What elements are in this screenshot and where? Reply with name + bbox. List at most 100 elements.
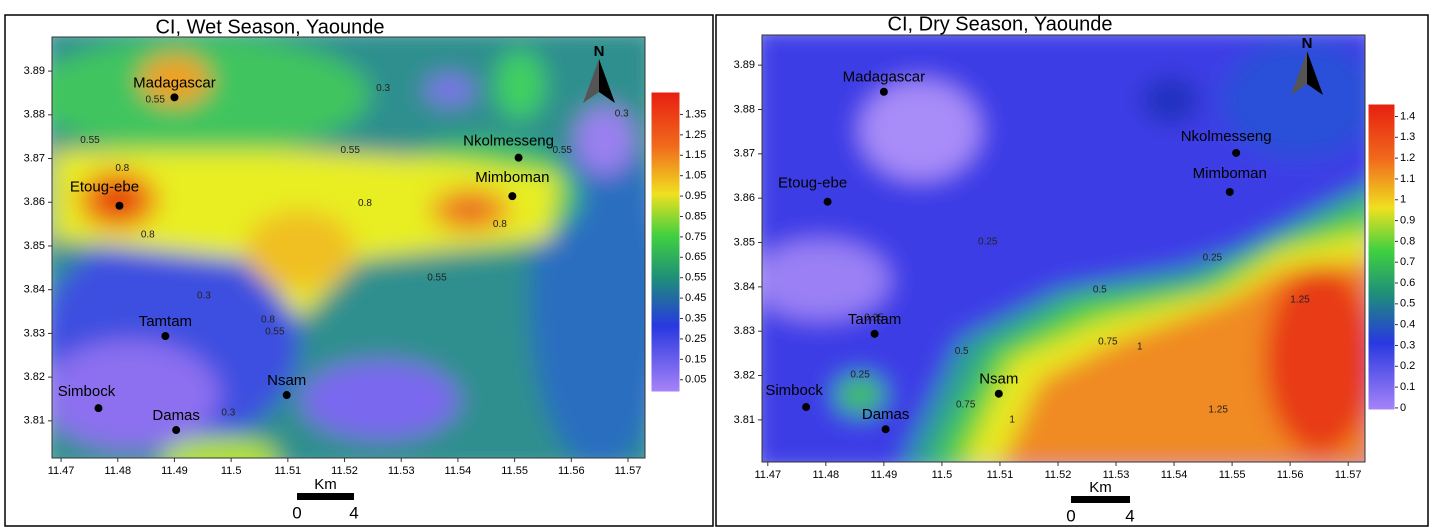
contour-label: 0.55 <box>80 135 100 146</box>
station-label: Nsam <box>267 372 306 389</box>
panel-frame <box>715 14 1429 527</box>
y-tick-label: 3.89 <box>734 59 755 71</box>
north-arrow <box>583 59 599 103</box>
colorbar-tick-label: 1.35 <box>685 108 706 120</box>
contour-field <box>762 35 1365 462</box>
y-tick-label: 3.85 <box>24 240 45 252</box>
contour-label: 0.3 <box>376 83 390 94</box>
y-tick-label: 3.88 <box>734 103 755 115</box>
x-tick-label: 11.55 <box>501 465 528 477</box>
x-tick-label: 11.53 <box>388 465 415 477</box>
north-arrow <box>599 59 615 103</box>
station-label: Simbock <box>765 382 823 399</box>
colorbar-tick-label: 0.8 <box>1400 235 1415 247</box>
scale-tick-label: 4 <box>349 503 358 522</box>
station-label: Tamtam <box>139 313 192 330</box>
y-tick-label: 3.87 <box>734 148 755 160</box>
station-marker <box>172 426 181 435</box>
station-marker <box>823 197 832 206</box>
colorbar <box>650 91 681 393</box>
station-marker <box>161 332 170 341</box>
colorbar-tick-label: 0 <box>1400 402 1406 414</box>
colorbar-tick-label: 0.6 <box>1400 277 1415 289</box>
contour-label: 1 <box>1137 341 1143 352</box>
station-marker <box>870 329 879 338</box>
station-marker <box>881 425 890 434</box>
contour-region <box>860 80 980 180</box>
station-marker <box>508 192 517 201</box>
scale-tick-label: 4 <box>1125 506 1134 525</box>
contour-fill <box>52 37 645 458</box>
y-tick-label: 3.84 <box>734 281 755 293</box>
plot-frame <box>761 34 1366 463</box>
colorbar <box>1367 103 1396 411</box>
contour-region <box>52 340 220 450</box>
contour-label: 0.55 <box>340 145 360 156</box>
contour-region <box>245 210 355 290</box>
station-marker <box>94 404 103 413</box>
contour-region <box>495 50 545 120</box>
scale-tick-label: 0 <box>292 503 301 522</box>
contour-region <box>300 360 460 440</box>
station-label: Nkolmesseng <box>1181 128 1272 145</box>
station-marker <box>170 93 179 102</box>
station-marker <box>1232 148 1241 157</box>
scale-bar <box>1071 496 1130 503</box>
colorbar-tick-label: 0.9 <box>1400 214 1415 226</box>
y-tick-label: 3.87 <box>24 152 45 164</box>
station-marker <box>879 87 888 96</box>
north-label: N <box>594 43 605 60</box>
station-label: Madagascar <box>133 74 216 91</box>
station-label: Tamtam <box>848 311 901 328</box>
colorbar-tick-label: 0.2 <box>1400 360 1415 372</box>
colorbar-tick-label: 0.3 <box>1400 339 1415 351</box>
y-tick-label: 3.86 <box>734 192 755 204</box>
x-tick-label: 11.52 <box>1045 469 1072 481</box>
contour-label: 0.55 <box>427 273 447 284</box>
contour-fill <box>762 35 1365 462</box>
colorbar-tick-label: 1.15 <box>685 149 706 161</box>
x-tick-label: 11.57 <box>615 465 642 477</box>
colorbar-tick-label: 1.05 <box>685 170 706 182</box>
colorbar-tick-label: 0.05 <box>685 374 706 386</box>
colorbar-tick-label: 1.3 <box>1400 131 1415 143</box>
x-tick-label: 11.5 <box>221 465 242 477</box>
contour-label: 0.8 <box>358 198 372 209</box>
colorbar-tick-label: 1.25 <box>685 129 706 141</box>
contour-label: 1.25 <box>1290 294 1310 305</box>
colorbar-tick-label: 1.2 <box>1400 152 1415 164</box>
colorbar-tick-label: 1 <box>1400 194 1406 206</box>
station-label: Simbock <box>58 383 116 400</box>
y-tick-label: 3.83 <box>734 325 755 337</box>
x-tick-label: 11.57 <box>1335 469 1362 481</box>
station-marker <box>282 391 291 400</box>
contour-region <box>456 200 484 220</box>
contour-label: 0.8 <box>493 219 507 230</box>
contour-label: 0.25 <box>850 369 870 380</box>
colorbar-tick-label: 0.95 <box>685 190 706 202</box>
x-tick-label: 11.51 <box>274 465 301 477</box>
y-tick-label: 3.88 <box>24 109 45 121</box>
contour-region <box>1265 265 1365 455</box>
colorbar-tick-label: 0.65 <box>685 251 706 263</box>
contour-label: 0.25 <box>1203 253 1223 264</box>
x-tick-label: 11.47 <box>48 465 75 477</box>
colorbar-tick-label: 0.75 <box>685 231 706 243</box>
map-title: CI, Wet Season, Yaounde <box>155 16 384 38</box>
y-tick-label: 3.85 <box>734 236 755 248</box>
station-marker <box>514 153 523 162</box>
contour-label: 0.25 <box>978 237 998 248</box>
scale-unit: Km <box>1089 479 1112 496</box>
contour-label: 0.25 <box>864 313 884 324</box>
x-tick-label: 11.52 <box>331 465 358 477</box>
station-marker <box>1225 187 1234 196</box>
contour-field <box>52 37 645 458</box>
station-marker <box>115 201 124 210</box>
y-tick-label: 3.83 <box>24 327 45 339</box>
station-label: Damas <box>862 406 910 423</box>
colorbar-tick-label: 0.4 <box>1400 319 1415 331</box>
colorbar-tick-label: 0.55 <box>685 272 706 284</box>
x-tick-label: 11.5 <box>932 469 953 481</box>
